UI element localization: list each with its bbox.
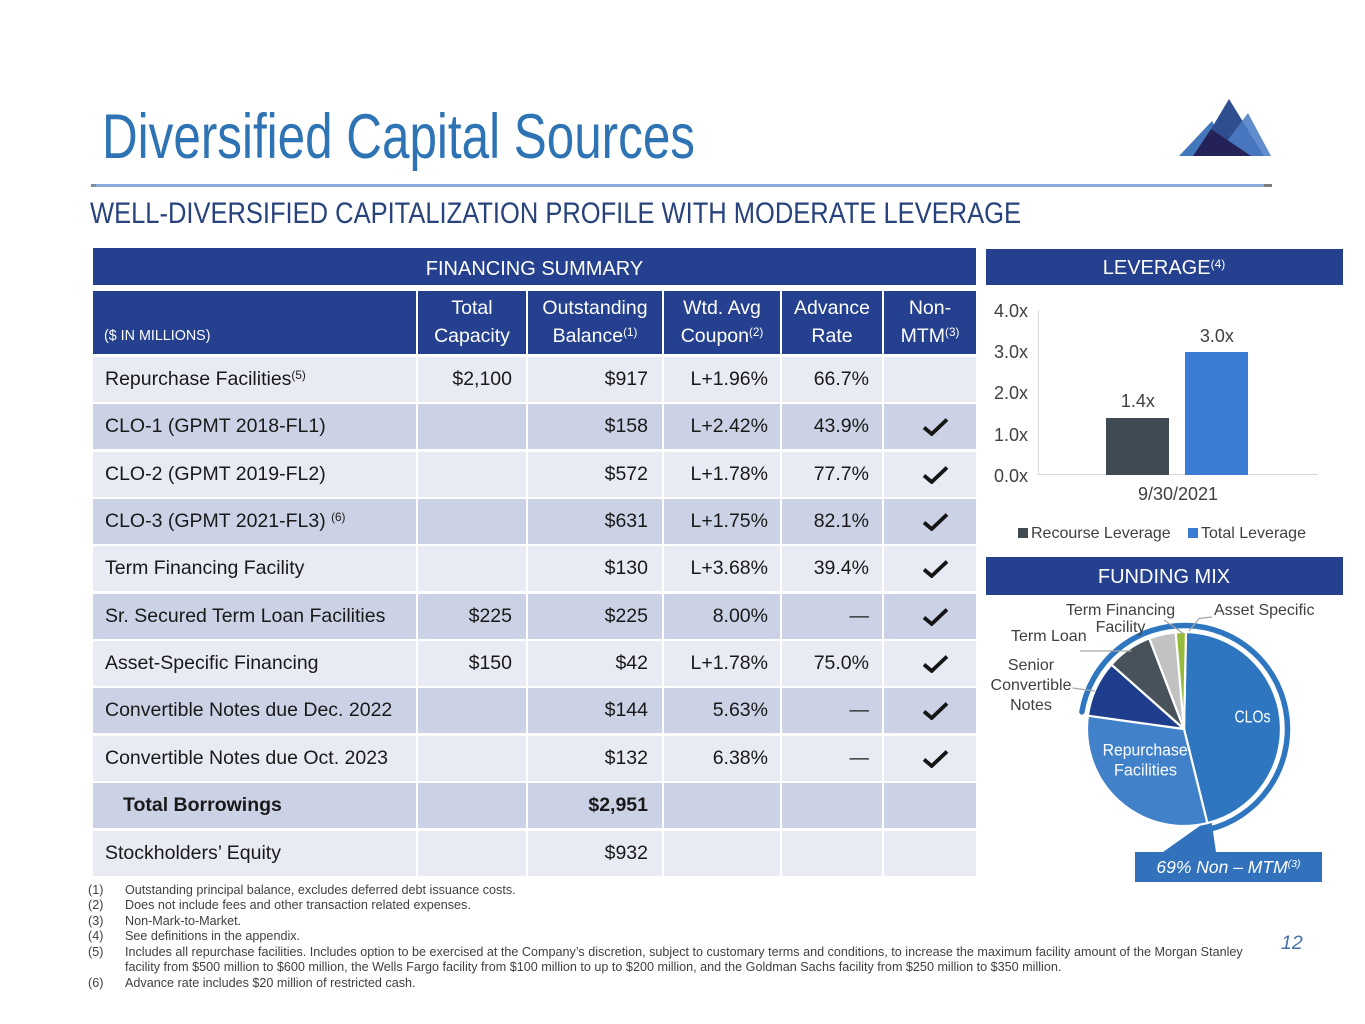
svg-text:CLOs: CLOs	[1235, 706, 1271, 726]
svg-text:Facilities: Facilities	[1114, 760, 1177, 779]
svg-text:Repurchase: Repurchase	[1103, 741, 1188, 760]
